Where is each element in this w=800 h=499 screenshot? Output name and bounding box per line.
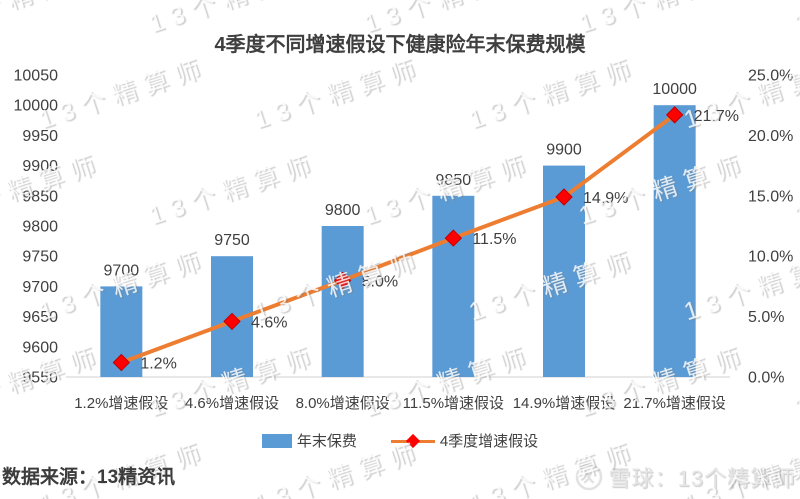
chart-title: 4季度不同增速假设下健康险年末保费规模 (214, 34, 586, 56)
line-value-label: 14.9% (583, 190, 628, 207)
bar-value-label: 9700 (104, 262, 140, 279)
bar-value-label: 10000 (652, 81, 697, 98)
right-axis-tick: 10.0% (748, 249, 793, 266)
x-axis-label: 8.0%增速假设 (296, 395, 390, 412)
left-axis-tick: 9550 (22, 370, 58, 387)
right-axis-tick: 0.0% (748, 370, 784, 387)
line-marker (444, 229, 463, 247)
growth-line (119, 112, 677, 365)
brand-text: 雪球：13个精算师 (608, 466, 796, 491)
bar (653, 105, 696, 377)
bar (321, 226, 364, 377)
left-axis-tick: 9900 (22, 158, 58, 175)
bar (432, 195, 475, 377)
x-axis-label: 4.6%增速假设 (185, 395, 279, 412)
bar-swatch-icon (261, 433, 292, 448)
bar-value-label: 9850 (436, 172, 472, 189)
brand-watermark: 雪球：13个精算师 (575, 461, 796, 493)
line-value-label: 1.2% (140, 356, 176, 373)
x-axis-label: 21.7%增速假设 (623, 395, 726, 412)
chart-legend: 年末保费 4季度增速假设 (0, 430, 800, 451)
left-axis-tick: 9800 (22, 219, 58, 236)
left-axis-tick: 9850 (22, 188, 58, 205)
bar-value-label: 9750 (214, 232, 250, 249)
left-axis-tick: 9700 (22, 279, 58, 296)
legend-item-bar-series: 年末保费 (261, 430, 357, 451)
x-axis-label: 1.2%增速假设 (74, 395, 168, 412)
line-value-label: 4.6% (251, 314, 287, 331)
line-diamond-swatch-icon (390, 433, 435, 448)
line-value-label: 8.0% (362, 273, 398, 290)
line-marker (223, 312, 241, 331)
line-value-label: 21.7% (694, 108, 739, 125)
left-axis-tick: 9600 (22, 339, 58, 356)
line-value-label: 11.5% (472, 231, 516, 248)
right-axis-tick: 5.0% (748, 309, 784, 326)
x-axis-label: 11.5%增速假设 (403, 395, 504, 412)
legend-item-line-series: 4季度增速假设 (390, 430, 539, 451)
right-axis-tick: 15.0% (748, 188, 793, 205)
legend-label-bar: 年末保费 (296, 433, 357, 450)
line-marker (665, 106, 684, 124)
right-axis-tick: 25.0% (748, 68, 793, 85)
xueqiu-logo-icon (575, 463, 602, 491)
legend-label-line: 4季度增速假设 (439, 433, 539, 450)
data-source-note: 数据来源：13精资讯 (2, 467, 176, 488)
left-axis-tick: 9650 (22, 309, 58, 326)
bar-value-label: 9900 (546, 142, 582, 159)
right-axis-tick: 20.0% (748, 128, 793, 145)
line-marker (555, 188, 573, 206)
left-axis-tick: 10000 (14, 98, 59, 115)
left-axis-tick: 9950 (22, 128, 58, 145)
left-axis-tick: 10050 (14, 68, 59, 85)
left-axis-tick: 9750 (22, 249, 58, 266)
x-axis-label: 14.9%增速假设 (513, 395, 616, 412)
bar-value-label: 9800 (325, 202, 361, 219)
line-marker (333, 271, 352, 290)
line-marker (112, 353, 131, 372)
